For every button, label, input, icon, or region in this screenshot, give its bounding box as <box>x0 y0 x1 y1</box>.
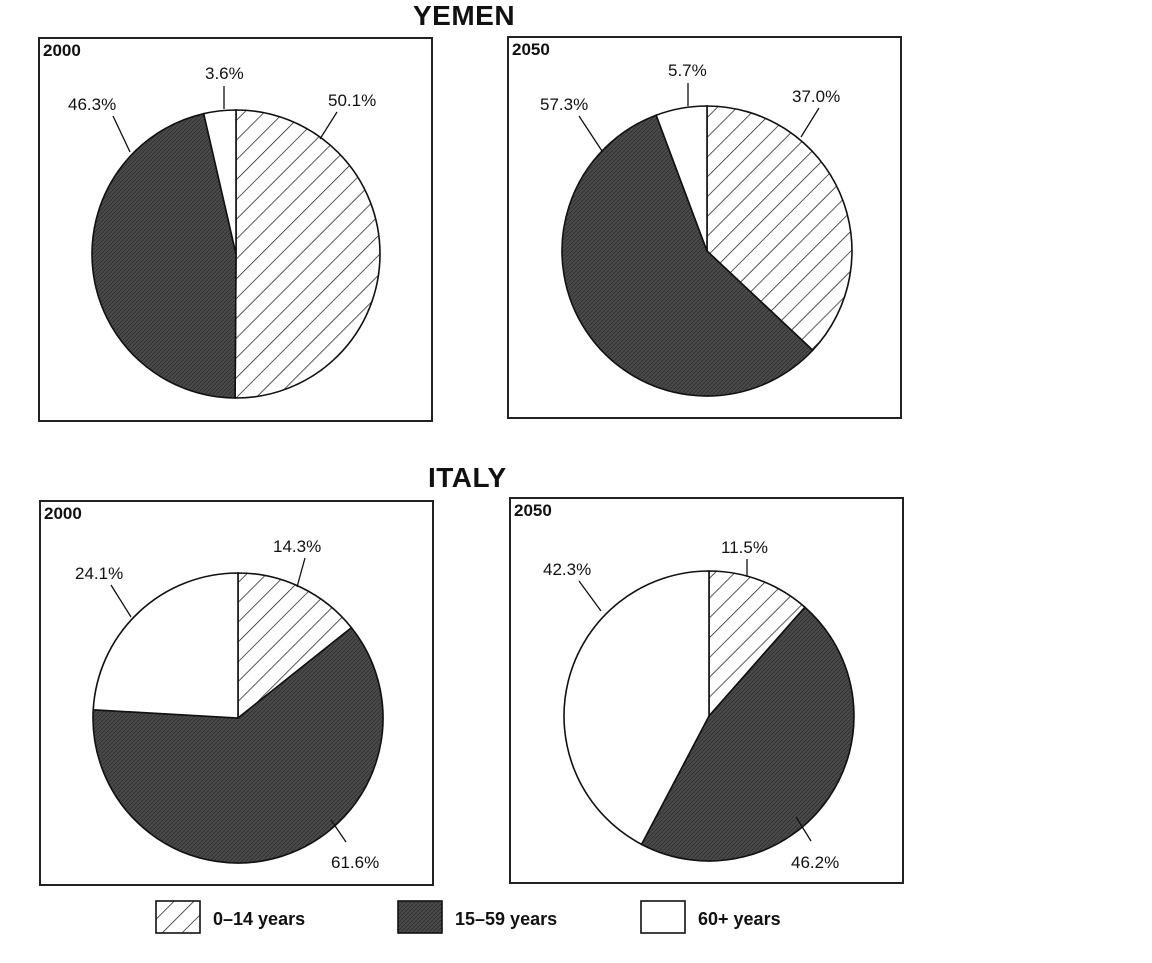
slice-15-59-years <box>92 626 384 864</box>
legend-swatch-dark <box>397 900 443 934</box>
pie-panel-yemen-2050: 2050 37.0% 57.3% 5.7% <box>507 36 902 419</box>
data-label-slice-0-14-years: 50.1% <box>328 91 376 110</box>
data-label-slice-0-14-years: 14.3% <box>273 537 321 556</box>
leader-line <box>112 115 131 153</box>
slice-60-plus-years <box>202 109 237 255</box>
data-label-slice-0-14-years: 11.5% <box>721 538 768 557</box>
pie-chart: 11.5% 46.2% 42.3% <box>543 538 855 872</box>
legend-label: 0–14 years <box>213 909 306 929</box>
data-label-slice-60-plus-years: 24.1% <box>75 564 123 583</box>
panel-year-label: 2050 <box>512 40 550 59</box>
data-label-slice-60-plus-years: 42.3% <box>543 560 591 579</box>
leader-line <box>578 115 603 152</box>
panel-year-label: 2050 <box>514 501 552 520</box>
legend-swatch-white <box>640 900 686 934</box>
data-label-slice-0-14-years: 37.0% <box>792 87 840 106</box>
data-label-slice-15-59-years: 46.3% <box>68 95 116 114</box>
slice-0-14-years <box>706 105 853 352</box>
leader-line <box>795 816 812 842</box>
data-label-slice-15-59-years: 46.2% <box>791 853 839 872</box>
data-label-slice-60-plus-years: 3.6% <box>205 64 244 83</box>
slice-15-59-years <box>561 114 814 397</box>
country-title-italy: ITALY <box>428 462 507 493</box>
pie-panel-italy-2050: 2050 11.5% 46.2% 42.3% <box>509 497 904 884</box>
data-label-slice-15-59-years: 57.3% <box>540 95 588 114</box>
country-title-yemen: YEMEN <box>413 0 516 31</box>
legend-label: 60+ years <box>698 909 781 929</box>
leader-line <box>296 557 306 588</box>
pie-chart: 14.3% 61.6% 24.1% <box>75 537 384 872</box>
leader-line <box>319 111 338 140</box>
leader-line <box>578 580 602 612</box>
panel-year-label: 2000 <box>44 504 82 523</box>
legend-swatch-fill <box>155 900 201 934</box>
slice-60-plus-years <box>563 570 710 846</box>
pie-panel-italy-2000: 2000 14.3% 61.6% 24.1% <box>39 500 434 886</box>
slice-15-59-years <box>91 112 237 399</box>
slice-0-14-years <box>234 109 381 399</box>
legend-swatch-hatch <box>155 900 201 934</box>
leader-line <box>330 819 347 843</box>
data-label-slice-15-59-years: 61.6% <box>331 853 379 872</box>
leader-line <box>110 584 132 618</box>
slice-0-14-years <box>708 570 807 719</box>
leader-line <box>800 107 820 138</box>
legend-swatch-fill <box>640 900 686 934</box>
slice-0-14-years <box>237 572 353 720</box>
slice-15-59-years <box>640 606 855 862</box>
legend-swatch-fill <box>397 900 443 934</box>
slice-60-plus-years <box>655 105 708 252</box>
slice-60-plus-years <box>92 572 239 719</box>
panel-year-label: 2000 <box>43 41 81 60</box>
pie-chart: 50.1% 46.3% 3.6% <box>68 64 381 399</box>
data-label-slice-60-plus-years: 5.7% <box>668 61 707 80</box>
pie-chart: 37.0% 57.3% 5.7% <box>540 61 853 397</box>
pie-panel-yemen-2000: 2000 50.1% 46.3% 3.6% <box>38 37 433 422</box>
legend-label: 15–59 years <box>455 909 558 929</box>
